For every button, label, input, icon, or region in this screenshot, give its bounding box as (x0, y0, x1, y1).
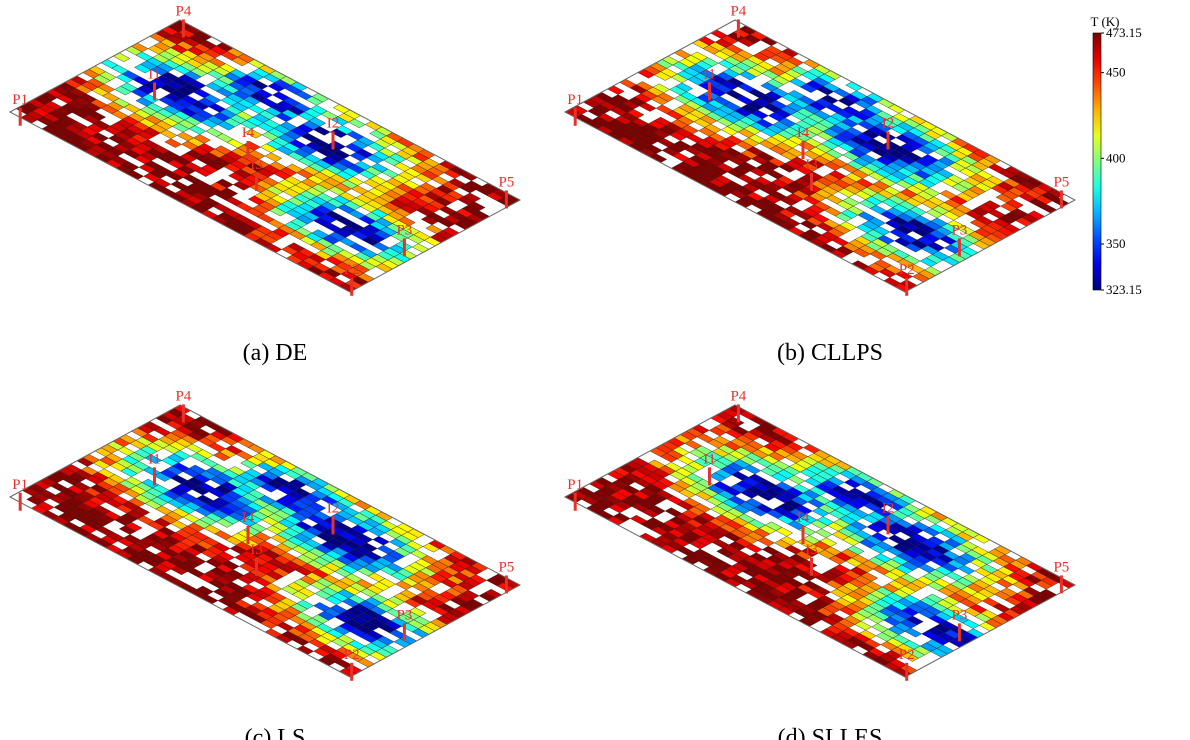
grid-cell (411, 243, 430, 253)
well-label: I3 (805, 542, 818, 558)
grid-cell (124, 522, 143, 532)
reservoir-panel: P1 P2 P3 P4 P5 I1 I2 I3 I4 (8, 3, 522, 296)
well-label: P1 (12, 92, 28, 108)
reservoir-panel: P1 P2 P3 P4 P5 I1 I2 I3 I4 (563, 3, 1077, 296)
grid-cell (1006, 199, 1024, 209)
grid-cell (264, 152, 283, 162)
panel-caption: (a) DE (243, 340, 308, 366)
grid-cell (112, 52, 131, 62)
reservoir-panel: P1 P2 P3 P4 P5 I1 I2 I3 I4 (563, 388, 1077, 681)
well-label: I3 (250, 157, 263, 173)
well-label: P4 (730, 3, 746, 19)
grid-cell (675, 82, 693, 93)
well-label: P2 (899, 647, 915, 663)
colorbar-tick-label: 400 (1106, 150, 1126, 165)
well-label: P1 (567, 92, 583, 108)
well-label: P4 (175, 3, 191, 19)
well-label: I1 (148, 451, 161, 467)
colorbar-tick-label: 323.15 (1106, 282, 1142, 297)
grid-cell (860, 572, 879, 582)
grid-cell (308, 502, 327, 512)
colorbar-tick-label: 450 (1106, 65, 1126, 80)
grid-cell (463, 192, 481, 203)
well-label: I4 (797, 125, 810, 141)
reservoir-outline (8, 404, 522, 678)
grid-cell (467, 201, 486, 212)
well-label: I1 (148, 66, 161, 82)
well-label: I2 (327, 500, 340, 516)
grid-cell (607, 85, 625, 95)
reservoir-outline (563, 19, 1077, 293)
well-label: P3 (951, 222, 967, 238)
well-label: I4 (797, 510, 810, 526)
grid-cell (775, 527, 794, 537)
well-label: P5 (1053, 174, 1069, 190)
grid-cell (815, 528, 833, 538)
grid-cell (193, 134, 211, 144)
well-label: P4 (175, 388, 191, 404)
colorbar-tick-label: 350 (1106, 236, 1126, 251)
well-label: P3 (396, 607, 412, 623)
grid-cell (164, 138, 182, 148)
grid-cell (132, 506, 151, 516)
well-label: P4 (730, 388, 746, 404)
well-label: I2 (882, 500, 895, 516)
colorbar (1092, 32, 1102, 291)
grid-cell (398, 216, 416, 227)
panel-caption: (d) SLLES (778, 725, 883, 740)
panel-caption: (c) LS (245, 725, 306, 740)
grid-cell (846, 545, 865, 555)
well-label: P2 (899, 262, 915, 278)
well-label: I4 (242, 510, 255, 526)
well-label: I2 (882, 115, 895, 131)
well-label: P3 (396, 222, 412, 238)
well-label: P3 (951, 607, 967, 623)
well-label: I4 (242, 125, 255, 141)
colorbar-title: T (K) (1090, 14, 1119, 29)
reservoir-outline (8, 19, 522, 293)
well-label: I1 (703, 451, 716, 467)
well-label: P2 (344, 262, 360, 278)
well-label: I2 (327, 115, 340, 131)
colorbar-tick-label: 473.15 (1106, 25, 1142, 40)
grid-cell (906, 615, 924, 626)
grid-cell (220, 187, 239, 198)
grid-cell (626, 108, 645, 119)
well-label: I1 (703, 66, 716, 82)
well-label: P5 (1053, 559, 1069, 575)
grid-cell (88, 111, 107, 121)
reservoir-outline (563, 404, 1077, 678)
well-label: I3 (805, 157, 818, 173)
well-label: P1 (567, 477, 583, 493)
grid-cell (308, 117, 327, 127)
reservoir-panel: P1 P2 P3 P4 P5 I1 I2 I3 I4 (8, 388, 522, 681)
panel-caption: (b) CLLPS (777, 340, 883, 366)
grid-cell (408, 607, 427, 617)
grid-cell (819, 537, 838, 547)
well-label: P5 (498, 559, 514, 575)
grid-cell (372, 536, 390, 546)
grid-cell (726, 416, 745, 427)
well-label: P1 (12, 477, 28, 493)
well-label: P5 (498, 174, 514, 190)
well-label: I3 (250, 542, 263, 558)
well-label: P2 (344, 647, 360, 663)
